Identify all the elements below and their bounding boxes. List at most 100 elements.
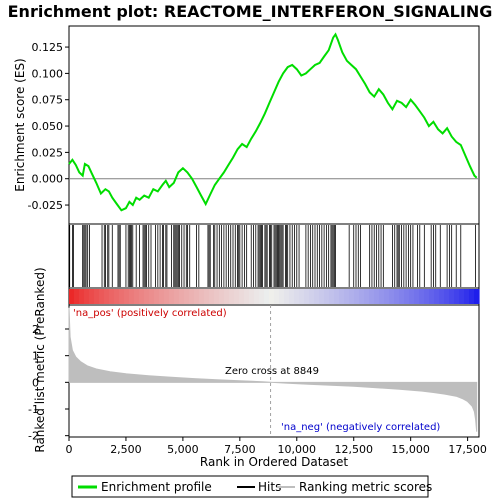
hit-marks xyxy=(69,225,476,287)
rank-color-segment xyxy=(259,289,265,304)
rank-color-segment xyxy=(99,289,105,304)
rank-color-segment xyxy=(334,289,340,304)
legend: Enrichment profile Hits Ranking metric s… xyxy=(71,475,432,498)
legend-profile-label: Enrichment profile xyxy=(101,480,212,494)
hits-panel xyxy=(68,223,480,289)
x-tick-label: 17,500 xyxy=(448,443,487,456)
metric-y-label: Ranked list metric (PreRanked) xyxy=(33,267,47,452)
rank-color-segment xyxy=(419,289,425,304)
rank-color-segment xyxy=(124,289,130,304)
x-tick-label: 5,000 xyxy=(167,443,199,456)
metric-panel: -2 -1 0 1 2 'na_pos' (positively correlated)… xyxy=(28,304,480,443)
rank-color-segment xyxy=(239,289,245,304)
x-axis: 0 2,500 5,000 7,500 10,000 12,500 15,000 17,500 xyxy=(66,437,487,456)
es-y-tick-label: 0.025 xyxy=(32,146,64,159)
rank-color-segment xyxy=(249,289,255,304)
rank-color-segment xyxy=(289,289,295,304)
rank-color-segment xyxy=(324,289,330,304)
rank-color-segment xyxy=(134,289,140,304)
rank-color-segment xyxy=(194,289,200,304)
rank-color-segment xyxy=(114,289,120,304)
rank-color-segment xyxy=(454,289,460,304)
rank-color-segment xyxy=(279,289,285,304)
rank-color-segment xyxy=(174,289,180,304)
rank-color-segment xyxy=(79,289,85,304)
rank-color-segment xyxy=(294,289,300,304)
rank-color-segment xyxy=(464,289,470,304)
es-panel-frame xyxy=(68,25,480,225)
rank-color-segment xyxy=(439,289,445,304)
rank-color-segment xyxy=(229,289,235,304)
rank-color-segment xyxy=(364,289,370,304)
rank-color-segment xyxy=(159,289,165,304)
rank-color-segment xyxy=(359,289,365,304)
rank-color-segment xyxy=(274,289,280,304)
rank-color-segment xyxy=(329,289,335,304)
x-axis-label: Rank in Ordered Dataset xyxy=(200,455,348,469)
es-panel: -0.025 0.000 0.025 0.050 0.075 0.100 0.125 xyxy=(28,25,480,225)
rank-color-segment xyxy=(304,289,310,304)
rank-color-segment xyxy=(414,289,420,304)
rank-color-segment xyxy=(409,289,415,304)
rank-color-segment xyxy=(224,289,230,304)
es-y-label: Enrichment score (ES) xyxy=(13,58,27,191)
legend-metric-label: Ranking metric scores xyxy=(299,480,432,494)
rank-color-segment xyxy=(349,289,355,304)
es-y-axis: -0.025 0.000 0.025 0.050 0.075 0.100 0.125 xyxy=(28,41,69,212)
rank-color-segment xyxy=(164,289,170,304)
metric-y-tick-label: 2 xyxy=(32,323,39,336)
rank-color-segment xyxy=(69,289,75,304)
rank-color-segment xyxy=(284,289,290,304)
rank-color-segment xyxy=(179,289,185,304)
rank-color-segment xyxy=(139,289,145,304)
rank-color-segment xyxy=(394,289,400,304)
metric-y-axis: -2 -1 0 1 2 xyxy=(28,323,69,443)
x-tick-label: 2,500 xyxy=(110,443,142,456)
rank-color-segment xyxy=(109,289,115,304)
rank-color-segment xyxy=(204,289,210,304)
rank-color-segment xyxy=(309,289,315,304)
rank-color-segment xyxy=(399,289,405,304)
rank-color-segment xyxy=(129,289,135,304)
rank-color-segment xyxy=(104,289,110,304)
rank-color-segment xyxy=(94,289,100,304)
rank-color-segment xyxy=(184,289,190,304)
rank-color-segment xyxy=(469,289,475,304)
rank-color-segment xyxy=(389,289,395,304)
x-tick-label: 7,500 xyxy=(224,443,256,456)
metric-y-tick-label: -1 xyxy=(28,403,39,416)
x-tick-label: 10,000 xyxy=(278,443,317,456)
rank-color-segment xyxy=(214,289,220,304)
x-tick-label: 12,500 xyxy=(334,443,373,456)
rank-color-segment xyxy=(444,289,450,304)
rank-color-segment xyxy=(74,289,80,304)
rank-color-segment xyxy=(189,289,195,304)
rank-color-segment xyxy=(369,289,375,304)
rank-color-segments xyxy=(69,289,480,304)
rank-color-segment xyxy=(169,289,175,304)
enrichment-profile-line xyxy=(68,32,478,212)
es-y-tick-label: 0.075 xyxy=(32,94,64,107)
rank-color-segment xyxy=(434,289,440,304)
es-y-tick-label: -0.025 xyxy=(28,199,63,212)
rank-color-segment xyxy=(314,289,320,304)
rank-color-segment xyxy=(459,289,465,304)
rank-color-segment xyxy=(374,289,380,304)
rank-color-segment xyxy=(319,289,325,304)
rank-color-segment xyxy=(299,289,305,304)
pos-correlated-label: 'na_pos' (positively correlated) xyxy=(73,308,227,319)
chart-title: Enrichment plot: REACTOME_INTERFERON_SIG… xyxy=(8,2,493,21)
rank-color-bar xyxy=(68,287,480,306)
ranked-metric-area xyxy=(68,307,478,432)
rank-color-segment xyxy=(404,289,410,304)
neg-correlated-label: 'na_neg' (negatively correlated) xyxy=(281,422,440,433)
rank-color-segment xyxy=(474,289,480,304)
metric-y-tick-label: -2 xyxy=(28,430,39,443)
rank-color-segment xyxy=(119,289,125,304)
es-y-tick-label: 0.050 xyxy=(32,120,64,133)
rank-color-segment xyxy=(219,289,225,304)
rank-color-segment xyxy=(379,289,385,304)
rank-color-segment xyxy=(154,289,160,304)
rank-color-segment xyxy=(254,289,260,304)
